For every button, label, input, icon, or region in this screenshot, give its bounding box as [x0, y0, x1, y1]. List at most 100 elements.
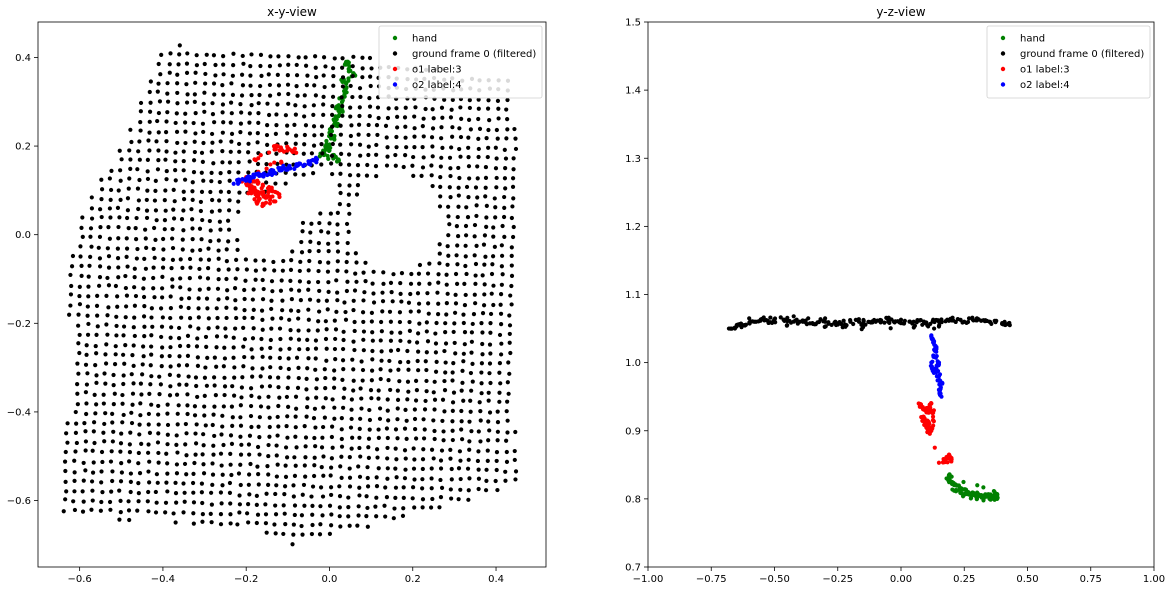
data-point — [335, 210, 340, 215]
data-point — [402, 426, 408, 431]
data-point — [229, 441, 235, 446]
data-point — [376, 396, 381, 401]
data-point — [460, 368, 465, 373]
data-point — [440, 397, 446, 402]
data-point — [340, 103, 345, 109]
legend-box — [378, 25, 543, 99]
data-point — [467, 447, 472, 452]
data-point — [341, 337, 346, 343]
data-point — [447, 185, 452, 190]
data-point — [176, 325, 182, 331]
data-point — [226, 239, 231, 244]
data-point — [812, 322, 817, 327]
data-point — [173, 150, 178, 155]
data-point — [273, 181, 278, 186]
data-point — [152, 198, 158, 203]
data-point — [328, 211, 333, 216]
data-point — [454, 281, 460, 286]
data-point — [488, 351, 493, 356]
data-point — [99, 449, 105, 455]
data-point — [99, 197, 104, 202]
data-point — [970, 315, 975, 320]
data-point — [912, 323, 918, 328]
data-point — [276, 385, 281, 390]
data-point — [247, 120, 252, 125]
data-point — [229, 404, 235, 409]
data-point — [729, 326, 734, 331]
data-point — [249, 52, 254, 57]
data-point — [92, 392, 97, 397]
data-point — [145, 499, 150, 504]
data-point — [360, 66, 365, 71]
data-point — [310, 512, 315, 517]
data-point — [86, 321, 91, 327]
data-point — [482, 233, 488, 238]
data-point — [287, 346, 292, 351]
data-point — [346, 229, 351, 234]
data-point — [511, 156, 516, 161]
data-point — [259, 384, 265, 389]
data-point — [194, 63, 199, 68]
y-tick-label: −0.6 — [7, 496, 31, 507]
data-point — [413, 398, 419, 403]
data-point — [475, 176, 480, 181]
data-point — [170, 284, 175, 289]
data-point — [424, 350, 429, 355]
data-point — [258, 52, 264, 57]
data-point — [94, 303, 100, 308]
data-point — [338, 132, 343, 137]
data-point — [401, 506, 406, 511]
data-point — [347, 173, 353, 178]
data-point — [416, 331, 421, 336]
data-point — [451, 361, 456, 366]
data-point — [67, 312, 72, 317]
data-point — [238, 130, 243, 135]
data-point — [359, 359, 364, 364]
data-point — [164, 168, 169, 174]
data-point — [111, 372, 116, 378]
data-point — [388, 348, 394, 353]
data-point — [220, 130, 225, 135]
data-point — [929, 364, 934, 369]
data-point — [213, 393, 218, 398]
data-point — [408, 309, 413, 314]
data-point — [89, 216, 95, 221]
data-point — [462, 302, 468, 308]
data-point — [937, 323, 942, 328]
data-point — [228, 462, 233, 467]
data-point — [450, 400, 456, 405]
data-point — [366, 132, 371, 138]
data-point — [451, 390, 457, 395]
data-point — [348, 114, 353, 119]
data-point — [953, 319, 958, 325]
data-point — [403, 124, 408, 129]
data-point — [143, 236, 148, 241]
data-point — [226, 208, 232, 213]
data-point — [267, 201, 273, 206]
data-point — [892, 320, 897, 325]
data-point — [432, 436, 437, 442]
data-point — [290, 542, 295, 547]
data-point — [329, 456, 334, 461]
data-point — [457, 175, 462, 181]
data-point — [357, 105, 362, 110]
data-point — [204, 383, 209, 388]
data-point — [289, 296, 294, 302]
data-point — [263, 502, 268, 507]
data-point — [483, 254, 488, 259]
y-tick-label: −0.2 — [7, 319, 31, 330]
data-point — [297, 268, 302, 274]
data-point — [193, 375, 199, 380]
data-point — [901, 321, 907, 326]
data-point — [189, 207, 194, 212]
data-point — [949, 459, 954, 464]
data-point — [195, 355, 200, 360]
data-point — [344, 85, 349, 90]
data-point — [458, 476, 463, 482]
data-point — [442, 378, 447, 384]
data-point — [366, 122, 371, 128]
data-point — [63, 497, 68, 502]
data-point — [255, 131, 260, 136]
data-point — [209, 490, 214, 495]
data-point — [211, 412, 216, 417]
